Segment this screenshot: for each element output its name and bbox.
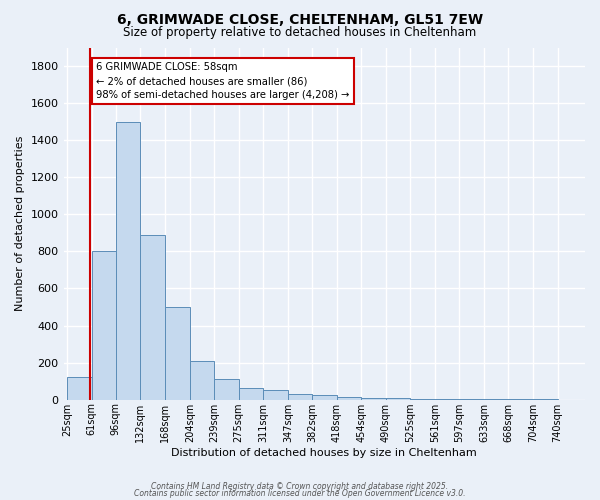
- Bar: [361, 398, 386, 400]
- Bar: [386, 398, 410, 400]
- X-axis label: Distribution of detached houses by size in Cheltenham: Distribution of detached houses by size …: [172, 448, 477, 458]
- Bar: [140, 234, 165, 400]
- Text: 6, GRIMWADE CLOSE, CHELTENHAM, GL51 7EW: 6, GRIMWADE CLOSE, CHELTENHAM, GL51 7EW: [117, 12, 483, 26]
- Bar: [410, 398, 435, 400]
- Y-axis label: Number of detached properties: Number of detached properties: [15, 136, 25, 312]
- Text: 6 GRIMWADE CLOSE: 58sqm
← 2% of detached houses are smaller (86)
98% of semi-det: 6 GRIMWADE CLOSE: 58sqm ← 2% of detached…: [97, 62, 350, 100]
- Bar: [92, 252, 116, 400]
- Bar: [435, 399, 460, 400]
- Bar: [67, 378, 92, 400]
- Bar: [190, 360, 214, 400]
- Text: Size of property relative to detached houses in Cheltenham: Size of property relative to detached ho…: [124, 26, 476, 39]
- Bar: [239, 388, 263, 400]
- Text: Contains HM Land Registry data © Crown copyright and database right 2025.: Contains HM Land Registry data © Crown c…: [151, 482, 449, 491]
- Text: Contains public sector information licensed under the Open Government Licence v3: Contains public sector information licen…: [134, 490, 466, 498]
- Bar: [288, 394, 312, 400]
- Bar: [214, 380, 239, 400]
- Bar: [337, 397, 361, 400]
- Bar: [165, 307, 190, 400]
- Bar: [116, 122, 140, 400]
- Bar: [312, 395, 337, 400]
- Bar: [263, 390, 288, 400]
